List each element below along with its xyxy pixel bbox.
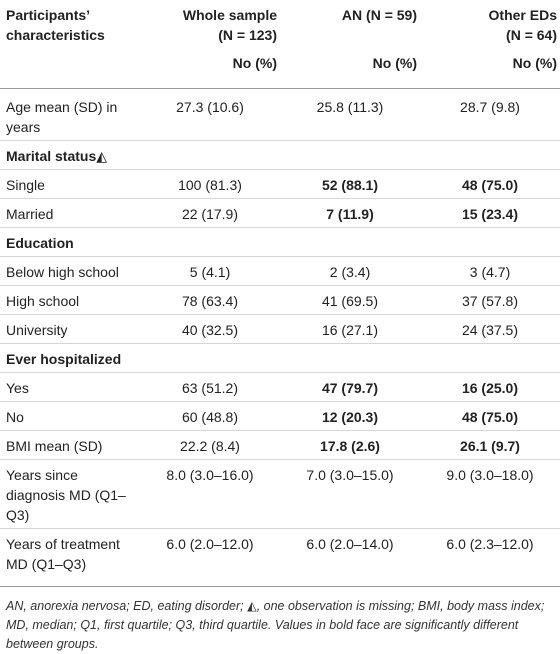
row-label: High school <box>0 285 140 315</box>
header-whole-sample: Whole sample (N = 123) <box>182 7 277 43</box>
table-row: University 40 (32.5) 16 (27.1) 24 (37.5) <box>0 314 560 344</box>
cell-an: 7.0 (3.0–15.0) <box>280 459 420 529</box>
row-label: Years of treatment MD (Q1–Q3) <box>0 528 140 587</box>
cell-whole: 8.0 (3.0–16.0) <box>140 459 280 529</box>
table-row: Years since diagnosis MD (Q1–Q3) 8.0 (3.… <box>0 459 560 529</box>
cell-other: 48 (75.0) <box>420 169 560 199</box>
cell-an: 12 (20.3) <box>280 401 420 431</box>
subheader-other: No (%) <box>420 46 560 89</box>
cell-an: 52 (88.1) <box>280 169 420 199</box>
cell-other: 3 (4.7) <box>420 256 560 286</box>
cell-whole: 63 (51.2) <box>140 372 280 402</box>
cell-other: 48 (75.0) <box>420 401 560 431</box>
cell-an: 41 (69.5) <box>280 285 420 315</box>
row-label: No <box>0 401 140 431</box>
cell-whole: 22.2 (8.4) <box>140 430 280 460</box>
cell-other: 6.0 (2.3–12.0) <box>420 528 560 587</box>
row-label: BMI mean (SD) <box>0 430 140 460</box>
cell-an: 16 (27.1) <box>280 314 420 344</box>
table-row: Years of treatment MD (Q1–Q3) 6.0 (2.0–1… <box>0 528 560 587</box>
section-row: Marital status◭ <box>0 140 560 170</box>
cell-an: 6.0 (2.0–14.0) <box>280 528 420 587</box>
cell-whole: 60 (48.8) <box>140 401 280 431</box>
row-label: Age mean (SD) in years <box>0 88 140 141</box>
cell-other: 28.7 (9.8) <box>420 88 560 141</box>
table-row: Below high school 5 (4.1) 2 (3.4) 3 (4.7… <box>0 256 560 286</box>
cell-other: 24 (37.5) <box>420 314 560 344</box>
subheader-an: No (%) <box>280 46 420 89</box>
cell-an: 7 (11.9) <box>280 198 420 228</box>
cell-an: 17.8 (2.6) <box>280 430 420 460</box>
cell-other: 26.1 (9.7) <box>420 430 560 460</box>
cell-an: 2 (3.4) <box>280 256 420 286</box>
cell-other: 37 (57.8) <box>420 285 560 315</box>
section-ever-hospitalized: Ever hospitalized <box>0 343 560 373</box>
cell-other: 9.0 (3.0–18.0) <box>420 459 560 529</box>
cell-whole: 78 (63.4) <box>140 285 280 315</box>
section-row: Education <box>0 227 560 257</box>
table-header-row: Participants’ characteristics Whole samp… <box>0 0 560 46</box>
table-row: No 60 (48.8) 12 (20.3) 48 (75.0) <box>0 401 560 431</box>
cell-whole: 40 (32.5) <box>140 314 280 344</box>
section-marital-status: Marital status◭ <box>0 140 560 170</box>
cell-other: 15 (23.4) <box>420 198 560 228</box>
header-other-eds: Other EDs (N = 64) <box>488 7 557 43</box>
participants-table: Participants’ characteristics Whole samp… <box>0 0 560 587</box>
section-row: Ever hospitalized <box>0 343 560 373</box>
subheader-empty <box>0 46 140 89</box>
section-education: Education <box>0 227 560 257</box>
header-characteristics: Participants’ characteristics <box>6 7 105 43</box>
table-row: Age mean (SD) in years 27.3 (10.6) 25.8 … <box>0 88 560 141</box>
cell-whole: 100 (81.3) <box>140 169 280 199</box>
header-an: AN (N = 59) <box>341 7 417 23</box>
cell-other: 16 (25.0) <box>420 372 560 402</box>
table-row: BMI mean (SD) 22.2 (8.4) 17.8 (2.6) 26.1… <box>0 430 560 460</box>
row-label: Married <box>0 198 140 228</box>
table-footnote: AN, anorexia nervosa; ED, eating disorde… <box>6 599 545 651</box>
table-row: Single 100 (81.3) 52 (88.1) 48 (75.0) <box>0 169 560 199</box>
cell-an: 47 (79.7) <box>280 372 420 402</box>
table-row: High school 78 (63.4) 41 (69.5) 37 (57.8… <box>0 285 560 315</box>
cell-whole: 27.3 (10.6) <box>140 88 280 141</box>
row-label: University <box>0 314 140 344</box>
cell-an: 25.8 (11.3) <box>280 88 420 141</box>
cell-whole: 5 (4.1) <box>140 256 280 286</box>
row-label: Below high school <box>0 256 140 286</box>
cell-whole: 6.0 (2.0–12.0) <box>140 528 280 587</box>
table-row: Married 22 (17.9) 7 (11.9) 15 (23.4) <box>0 198 560 228</box>
table-row: Yes 63 (51.2) 47 (79.7) 16 (25.0) <box>0 372 560 402</box>
subheader-whole: No (%) <box>140 46 280 89</box>
row-label: Years since diagnosis MD (Q1–Q3) <box>0 459 140 529</box>
row-label: Yes <box>0 372 140 402</box>
row-label: Single <box>0 169 140 199</box>
table-subheader-row: No (%) No (%) No (%) <box>0 46 560 89</box>
cell-whole: 22 (17.9) <box>140 198 280 228</box>
